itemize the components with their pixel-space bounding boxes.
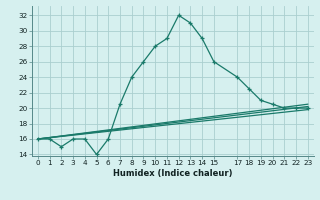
X-axis label: Humidex (Indice chaleur): Humidex (Indice chaleur) — [113, 169, 233, 178]
